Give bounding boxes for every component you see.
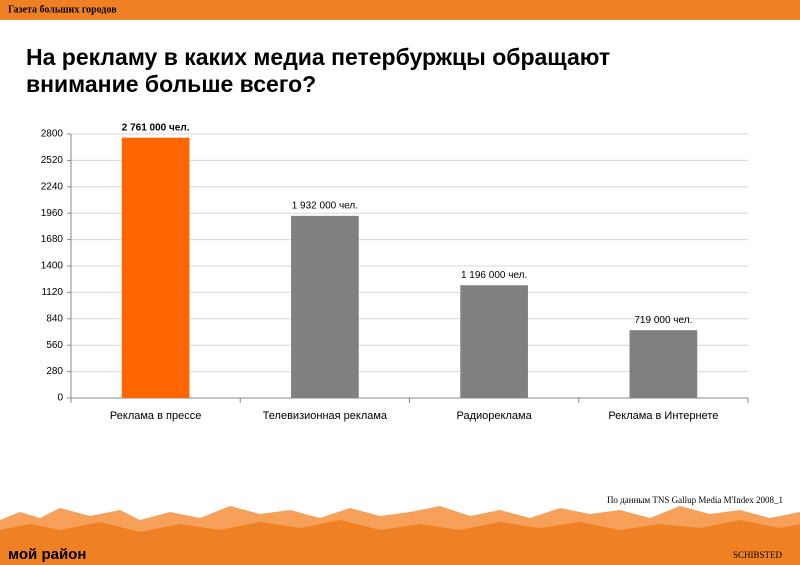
value-label: 1 196 000 чел. [461, 270, 527, 281]
partner: SCHIBSTED [733, 550, 783, 560]
value-label: 1 932 000 чел. [292, 200, 358, 211]
bar [121, 137, 190, 399]
y-tick-label: 1680 [41, 234, 64, 245]
value-label: 719 000 чел. [634, 315, 692, 326]
x-tick-label: Реклама в прессе [110, 410, 201, 422]
x-tick-label: Реклама в Интернете [608, 410, 718, 422]
bar [460, 285, 528, 398]
x-tick-label: Радиореклама [457, 410, 533, 422]
y-tick-label: 2240 [41, 181, 64, 192]
logo: мой район [8, 546, 86, 563]
bar [291, 215, 359, 398]
header-bar [0, 0, 800, 20]
chart-title: На рекламу в каких медиа петербуржцы обр… [26, 44, 611, 97]
brand: Газета больших городов [8, 4, 117, 15]
y-tick-label: 2800 [41, 129, 64, 140]
skyline-front [0, 520, 800, 545]
source: По данным TNS Gallup Media M'Index 2008_… [607, 495, 783, 505]
y-tick-label: 2520 [41, 155, 64, 166]
bar [629, 330, 698, 398]
x-tick-label: Телевизионная реклама [263, 410, 388, 422]
y-tick-label: 1400 [41, 261, 64, 272]
value-label: 2 761 000 чел. [122, 122, 190, 133]
y-tick-label: 280 [46, 366, 63, 377]
y-tick-label: 0 [57, 393, 63, 404]
y-tick-label: 840 [46, 313, 63, 324]
footer-bar [0, 545, 800, 565]
y-tick-label: 1960 [41, 208, 64, 219]
y-tick-label: 560 [46, 340, 63, 351]
y-tick-label: 1120 [41, 287, 63, 298]
